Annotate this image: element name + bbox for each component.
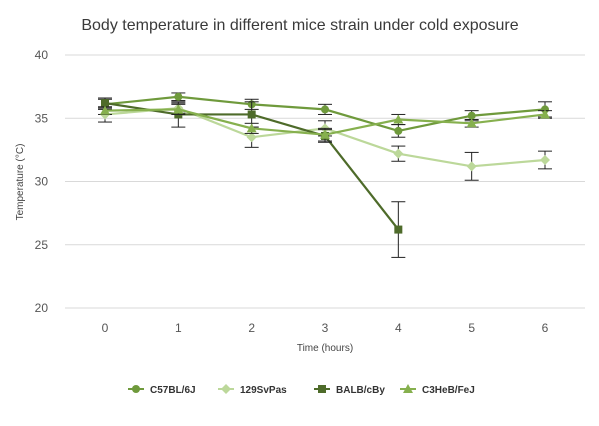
legend-marker: [132, 385, 140, 393]
y-tick-label: 30: [35, 175, 49, 189]
legend: C57BL/6J 129SvPas BALB/cBy C3HeB/FeJ: [128, 384, 475, 396]
legend-item-c57bl-6j: C57BL/6J: [128, 385, 196, 396]
gridlines: [65, 54, 585, 309]
x-tick-label: 2: [248, 321, 255, 335]
x-tick-label: 5: [468, 321, 475, 335]
legend-marker: [221, 384, 231, 394]
legend-label: C3HeB/FeJ: [422, 385, 475, 396]
series-balb-cby: [98, 97, 406, 258]
data-point: [467, 111, 476, 120]
x-axis-label: Time (hours): [297, 343, 353, 354]
data-point: [466, 161, 477, 172]
legend-marker: [318, 385, 326, 393]
legend-label: 129SvPas: [240, 385, 287, 396]
y-tick-label: 20: [35, 301, 49, 315]
series-c3heb-fej: [98, 103, 552, 142]
x-axis-ticks: 0 1 2 3 4 5 6: [102, 321, 549, 335]
legend-item-balb-cby: BALB/cBy: [314, 385, 385, 396]
data-point: [247, 110, 256, 119]
data-point: [173, 104, 184, 114]
data-point: [101, 99, 109, 108]
data-point: [393, 148, 404, 159]
x-tick-label: 6: [542, 321, 549, 335]
legend-label: C57BL/6J: [150, 385, 196, 396]
data-point: [246, 132, 257, 143]
chart-title: Body temperature in different mice strai…: [81, 17, 518, 34]
data-point: [466, 118, 477, 128]
data-point: [321, 105, 329, 114]
legend-item-c3heb-fej: C3HeB/FeJ: [400, 384, 475, 396]
y-tick-label: 35: [35, 111, 49, 125]
y-tick-label: 25: [35, 238, 49, 252]
x-tick-label: 0: [102, 321, 109, 335]
y-tick-label: 40: [35, 48, 49, 62]
data-point: [394, 225, 403, 234]
x-tick-label: 4: [395, 321, 402, 335]
x-tick-label: 3: [322, 321, 329, 335]
data-point: [320, 129, 330, 139]
legend-label: BALB/cBy: [336, 385, 385, 396]
y-axis-ticks: 20 25 30 35 40: [35, 48, 49, 315]
y-axis-label: Temperature (°C): [15, 144, 26, 221]
x-tick-label: 1: [175, 321, 182, 335]
data-point: [393, 114, 404, 124]
data-point: [100, 105, 110, 115]
data-point: [174, 92, 183, 101]
legend-marker: [403, 384, 413, 393]
data-point: [246, 123, 257, 133]
data-point: [541, 105, 549, 114]
data-point: [540, 109, 550, 119]
legend-item-129svpas: 129SvPas: [218, 384, 287, 396]
series-group: [98, 92, 552, 258]
data-point: [394, 126, 403, 135]
data-point: [540, 154, 550, 165]
